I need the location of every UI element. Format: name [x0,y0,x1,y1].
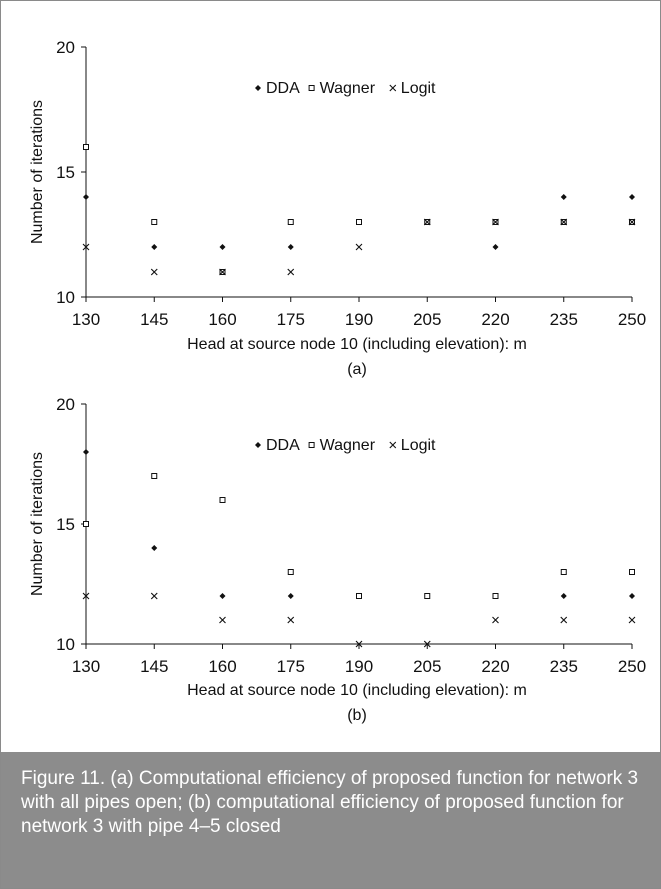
chart-a-legend-marker-wagner [308,85,315,91]
chart-b-point-wagner [424,593,431,599]
chart-b-y-axis-title: Number of iterations [29,452,46,596]
chart-b-point-wagner [219,497,226,503]
chart-a-x-tick-label: 145 [140,310,168,329]
figure-charts: 130 145 160 175 190 205 220 235 250 10 15 20 Head at… [29,38,646,724]
chart-b-legend-marker-logit [389,441,397,449]
chart-a-x-axis-title: Head at source node 10 (including elevat… [187,336,527,353]
chart-a-point-logit [355,243,363,251]
chart-b-x-tick-label: 235 [550,657,578,676]
chart-a-x-tick-label: 205 [413,310,441,329]
chart-a-x-tick-label: 175 [277,310,305,329]
chart-b-x-axis-title: Head at source node 10 (including elevat… [187,682,527,699]
chart-a-point-wagner [83,144,89,150]
chart-b-point-wagner [560,569,567,575]
chart-b-y-tick-label: 15 [56,515,75,534]
chart-b-legend-label-logit: Logit [401,437,436,454]
chart-b-point-wagner [83,521,89,527]
chart-b-point-logit [287,616,295,624]
chart-a-point-logit [150,268,158,276]
chart-b-point-wagner [356,593,362,599]
chart-b-legend-marker-dda [255,442,261,448]
chart-b-legend-label-wagner: Wagner [320,437,376,454]
chart-a-point-dda [492,244,499,250]
chart-b-point-wagner [492,593,499,599]
chart-a-legend-marker-dda [255,85,261,91]
chart-b-x-tick-label: 250 [618,657,646,676]
chart-b-point-dda [560,593,567,599]
chart-a-point-dda [219,244,226,250]
caption-box: Figure 11. (a) Computational efficiency … [1,752,660,888]
chart-a-point-logit [423,218,431,226]
chart-a-y-tick-label: 20 [56,38,75,57]
chart-b-x-tick-label: 205 [413,657,441,676]
chart-b-point-logit [82,592,90,600]
chart-b-point-dda [151,545,158,551]
chart-b-point-logit [560,616,568,624]
chart-b-point-logit [492,616,499,624]
chart-b-point-logit [150,592,158,600]
chart-a-point-logit [287,268,295,276]
chart-b-x-tick-label: 175 [277,657,305,676]
chart-b-point-dda [83,449,89,455]
chart-b-x-tick-label: 145 [140,657,168,676]
chart-b-point-wagner [629,569,635,575]
chart-a-x-tick-label: 220 [481,310,509,329]
chart-a-x-tick-label: 190 [345,310,373,329]
chart-a-point-dda [83,194,89,200]
chart-a-point-logit [219,268,226,276]
chart-a-x-tick-label: 235 [550,310,578,329]
chart-a-legend-label-wagner: Wagner [320,80,376,97]
chart-a-legend-marker-logit [389,84,397,92]
chart-a-point-wagner [151,219,158,225]
chart-b-point-logit [628,616,636,624]
chart-b-y-tick-label: 10 [56,635,75,654]
chart-b-point-logit [423,640,431,648]
chart-b-x-tick-label: 190 [345,657,373,676]
chart-b-legend-label-dda: DDA [266,437,300,454]
chart-a-x-tick-label: 160 [208,310,236,329]
chart-a-point-logit [628,218,636,226]
chart-b-point-dda [629,593,635,599]
chart-a-point-wagner [356,219,362,225]
chart-b-x-tick-label: 220 [481,657,509,676]
chart-b-point-wagner [151,473,158,479]
chart-a-y-tick-label: 15 [56,163,75,182]
chart-b-point-logit [219,616,226,624]
figure-caption: Figure 11. (a) Computational efficiency … [21,768,639,837]
chart-a-x-tick-label: 130 [72,310,100,329]
chart-b-point-dda [219,593,226,599]
chart-a-point-dda [287,244,294,250]
chart-a-point-dda [629,194,635,200]
chart-a-panel-label: (a) [347,361,367,378]
chart-b-x-tick-label: 160 [208,657,236,676]
chart-a-point-logit [82,243,90,251]
chart-b-point-logit [355,640,363,648]
chart-a-point-dda [560,194,567,200]
chart-a-x-tick-label: 250 [618,310,646,329]
chart-a-point-logit [560,218,568,226]
chart-a-y-axis-title: Number of iterations [29,100,46,244]
chart-b-y-tick-label: 20 [56,395,75,414]
chart-a-point-wagner [287,219,294,225]
chart-a-y-tick-label: 10 [56,288,75,307]
chart-a-point-logit [492,218,499,226]
chart-a-point-dda [151,244,158,250]
chart-b-panel-label: (b) [347,707,367,724]
chart-b-x-tick-label: 130 [72,657,100,676]
chart-a-legend-label-logit: Logit [401,80,436,97]
chart-b-point-wagner [287,569,294,575]
chart-a-legend-label-dda: DDA [266,80,300,97]
chart-b-legend-marker-wagner [308,442,315,448]
chart-b-point-dda [287,593,294,599]
